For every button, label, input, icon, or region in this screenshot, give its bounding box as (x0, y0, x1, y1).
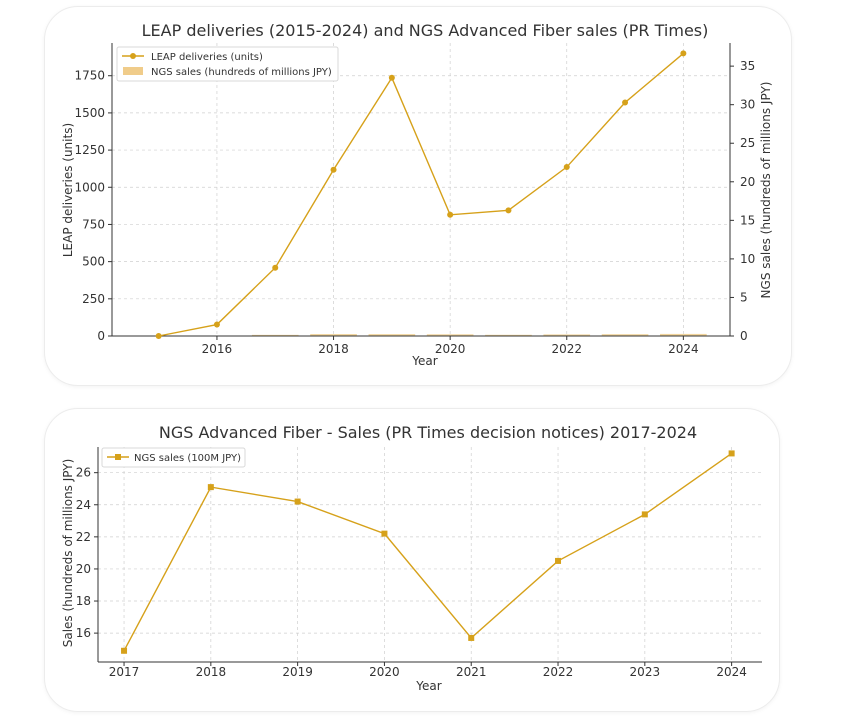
chart1-y-tick-label: 1000 (74, 180, 105, 194)
chart2-x-tick-label: 2017 (109, 665, 140, 679)
chart1-x-tick-label: 2020 (435, 342, 466, 356)
leap-deliveries-point (272, 264, 279, 271)
leap-deliveries-point (155, 333, 162, 339)
chart2-x-tick-label: 2022 (543, 665, 574, 679)
chart1-y2-tick-label: 25 (740, 136, 755, 150)
chart1-xlabel: Year (411, 354, 437, 368)
chart1-y2-tick-label: 15 (740, 213, 755, 227)
chart1-y2-tick-label: 10 (740, 252, 755, 266)
ngs-sales-bar (660, 333, 707, 336)
chart2-xlabel: Year (415, 679, 441, 693)
leap-deliveries-point (213, 321, 220, 328)
legend-marker-swatch (130, 53, 136, 59)
chart1-legend-box (116, 46, 339, 82)
chart1-y2-tick-label: 5 (740, 290, 748, 304)
chart1-y2-tick-label: 30 (740, 98, 755, 112)
chart1-y2-tick-label: 0 (740, 329, 748, 343)
ngs-sales-point (641, 511, 648, 518)
chart1-y-tick-label: 0 (97, 329, 105, 343)
ngs-sales-point (728, 450, 735, 457)
chart1-x-tick-label: 2022 (551, 342, 582, 356)
legend-bar-swatch (123, 67, 143, 75)
legend-marker-swatch (115, 454, 121, 460)
leap-deliveries-point (388, 74, 395, 81)
chart1-ylabel: LEAP deliveries (units) (61, 123, 75, 257)
chart2-y-tick-label: 20 (76, 562, 91, 576)
ngs-sales-point (381, 530, 388, 537)
legend-leap-label: LEAP deliveries (units) (151, 52, 263, 63)
chart1-y-tick-label: 1750 (74, 69, 105, 83)
ngs-sales-bar (426, 334, 474, 336)
ngs-sales-bar (601, 334, 649, 336)
chart2-legend: NGS sales (100M JPY) (101, 447, 246, 468)
chart2-ylabel: Sales (hundreds of millions JPY) (61, 459, 75, 648)
leap-deliveries-point (330, 166, 337, 173)
chart2-x-tick-label: 2023 (630, 665, 661, 679)
ngs-sales-bar (251, 334, 299, 336)
ngs-sales-bar (543, 334, 591, 336)
ngs-sales-point (121, 647, 128, 654)
chart2-x-tick-label: 2018 (196, 665, 227, 679)
ngs-sales-point (555, 557, 562, 564)
chart1-y-tick-label: 750 (82, 217, 105, 231)
chart1-y2-tick-label: 35 (740, 59, 755, 73)
leap-deliveries-line (158, 52, 684, 337)
chart2-x-tick-label: 2021 (456, 665, 487, 679)
chart2-title: NGS Advanced Fiber - Sales (PR Times dec… (159, 423, 697, 442)
chart1-y2label: NGS sales (hundreds of millions JPY) (759, 82, 773, 299)
chart2-y-tick-label: 24 (76, 498, 91, 512)
ngs-sales-point (294, 498, 301, 505)
chart1-y-tick-label: 1500 (74, 106, 105, 120)
chart1-y2-tick-label: 20 (740, 175, 755, 189)
chart1-y-tick-label: 250 (82, 292, 105, 306)
ngs-sales-bar (310, 334, 357, 336)
ngs-sales-point (207, 484, 214, 491)
chart2-y-tick-label: 16 (76, 626, 91, 640)
legend-ngs-sales-label: NGS sales (100M JPY) (134, 453, 241, 464)
chart2-x-tick-label: 2024 (716, 665, 747, 679)
leap-deliveries-point (563, 164, 570, 171)
leap-deliveries-point (447, 211, 454, 218)
ngs-sales-bar (368, 334, 416, 336)
chart1-title: LEAP deliveries (2015-2024) and NGS Adva… (142, 21, 709, 40)
chart1-x-tick-label: 2016 (202, 342, 233, 356)
ngs-sales-point (468, 634, 475, 641)
legend-ngs-label: NGS sales (hundreds of millions JPY) (151, 67, 332, 78)
chart2-y-tick-label: 22 (76, 530, 91, 544)
chart1-x-tick-label: 2024 (668, 342, 699, 356)
ngs-sales-bar (485, 334, 532, 336)
chart2-y-tick-label: 26 (76, 466, 91, 480)
chart2-y-tick-label: 18 (76, 594, 91, 608)
chart2-x-tick-label: 2020 (369, 665, 400, 679)
ngs-sales-line (123, 452, 733, 652)
chart1-x-tick-label: 2018 (318, 342, 349, 356)
chart1-legend: LEAP deliveries (units) NGS sales (hundr… (116, 46, 339, 82)
leap-deliveries-point (505, 207, 512, 214)
chart1-y-tick-label: 500 (82, 255, 105, 269)
chart2-legend-box (101, 447, 246, 468)
leap-deliveries-point (680, 50, 687, 57)
chart2-x-tick-label: 2019 (282, 665, 313, 679)
leap-deliveries-point (622, 99, 629, 106)
chart1-y-tick-label: 1250 (74, 143, 105, 157)
